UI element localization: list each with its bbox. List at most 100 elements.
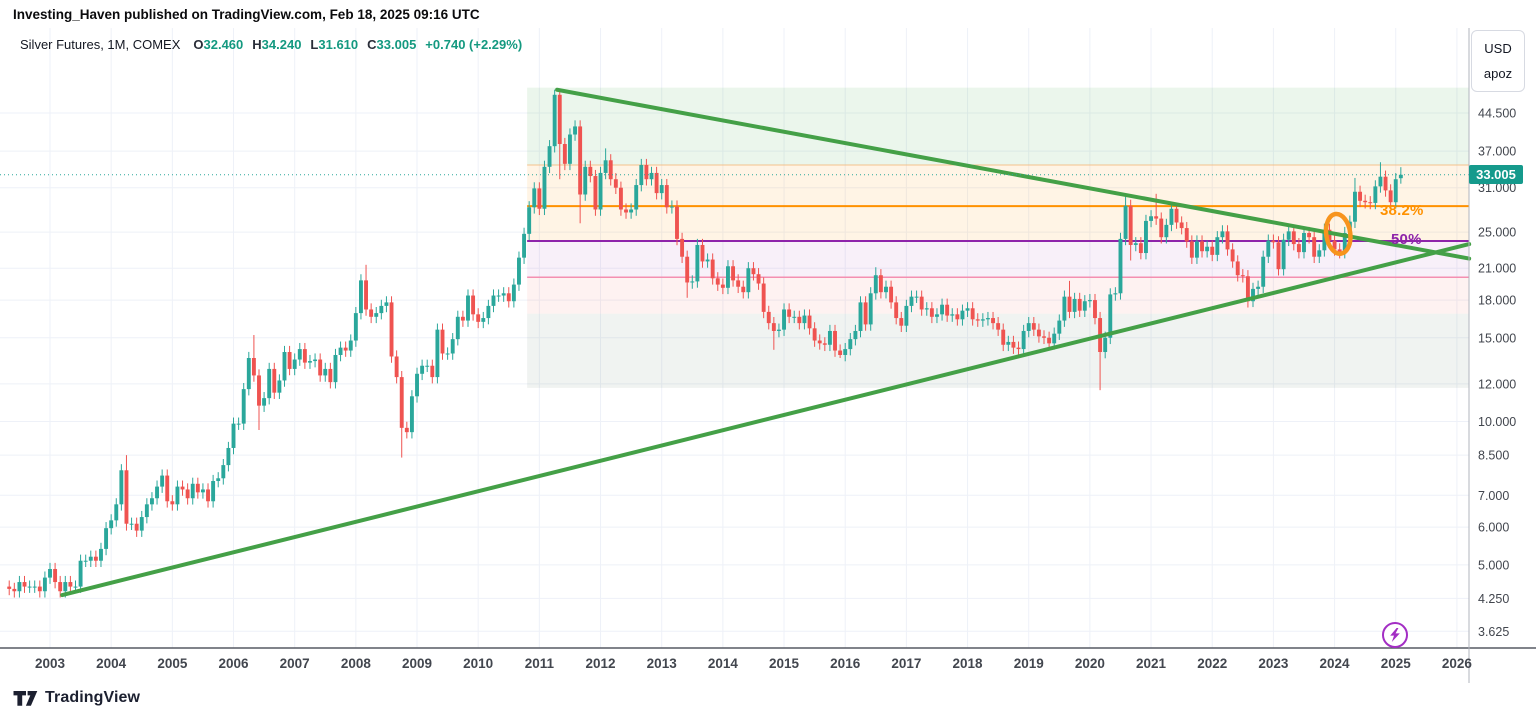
candle-body: [1113, 293, 1118, 295]
candle-body: [486, 305, 491, 319]
lightning-icon[interactable]: [1382, 622, 1408, 648]
candle-body: [353, 313, 358, 341]
trendline-ascending-support: [60, 242, 1472, 598]
candle-body: [420, 365, 425, 374]
year-label: 2020: [1075, 656, 1105, 671]
candle-body: [7, 586, 12, 589]
time-axis[interactable]: [0, 648, 1536, 684]
candle-body: [863, 302, 868, 325]
candle-body: [246, 358, 251, 390]
candle-body: [185, 489, 190, 499]
candle-body: [1154, 216, 1159, 219]
candle-body: [119, 470, 124, 505]
candle-body: [1317, 250, 1322, 257]
candle-body: [1210, 246, 1215, 255]
change-value: +0.740 (+2.29%): [425, 37, 523, 52]
candle-body: [838, 350, 843, 355]
attribution-text: Investing_Haven published on TradingView…: [13, 7, 480, 22]
candle-body: [675, 206, 679, 239]
candle-body: [282, 352, 287, 381]
candle-body: [889, 286, 894, 303]
candle-body: [1240, 275, 1245, 277]
symbol-title[interactable]: Silver Futures, 1M, COMEX: [20, 37, 181, 52]
candle-body: [736, 280, 741, 287]
candle-body: [940, 304, 945, 315]
candle-body: [1266, 240, 1271, 257]
candle-body: [165, 475, 170, 502]
candle-body: [1103, 337, 1108, 353]
candle-body: [654, 172, 659, 194]
candle-body: [1128, 205, 1133, 245]
price-axis[interactable]: [1469, 0, 1536, 648]
candle-body: [1052, 333, 1057, 344]
candle-body: [1225, 231, 1230, 250]
candle-body: [756, 274, 761, 284]
candle-body: [985, 318, 990, 320]
candle-body: [83, 560, 88, 562]
candle-body: [358, 280, 363, 314]
candle-body: [1138, 243, 1143, 254]
candle-body: [1067, 296, 1072, 312]
candle-body: [180, 486, 185, 490]
candle-body: [741, 286, 746, 293]
candle-body: [980, 319, 985, 321]
candle-body: [241, 389, 246, 424]
candle-body: [37, 586, 42, 592]
year-label: 2010: [463, 656, 493, 671]
candle-body: [415, 373, 419, 397]
tradingview-footer[interactable]: TradingView: [13, 689, 140, 707]
candle-body: [726, 266, 730, 288]
candle-body: [1179, 222, 1184, 229]
candle-body: [287, 352, 292, 369]
candle-body: [1261, 256, 1266, 287]
candle-body: [970, 308, 975, 320]
candle-body: [501, 293, 506, 296]
candle-body: [567, 134, 572, 164]
candle-body: [99, 548, 103, 561]
candle-body: [1281, 239, 1286, 270]
chart-pane[interactable]: 2003 2004 2005 2006 2007 2008 2009 2010 2011 2012…: [0, 0, 1536, 684]
candle-body: [588, 166, 593, 177]
symbol-legend: Silver Futures, 1M, COMEX O32.460 H34.24…: [20, 37, 522, 52]
fib-382-label[interactable]: 38.2%: [1380, 202, 1424, 219]
candle-body: [833, 330, 837, 351]
year-label: 2005: [157, 656, 188, 671]
candle-body: [1256, 286, 1261, 289]
candle-body: [950, 314, 955, 316]
candle-body: [975, 319, 980, 321]
candle-body: [639, 165, 644, 186]
candle-body: [557, 94, 562, 145]
candle-body: [114, 504, 119, 521]
fib-50-label[interactable]: 50%: [1391, 231, 1422, 248]
price-tick-label: 4.250: [1478, 592, 1509, 606]
candle-body: [231, 423, 236, 448]
candle-body: [1144, 220, 1148, 254]
candle-body: [139, 517, 144, 531]
candle-body: [63, 582, 68, 592]
candle-body: [552, 94, 557, 147]
candle-body: [690, 281, 695, 283]
candle-body: [766, 311, 771, 324]
candle-body: [384, 302, 389, 306]
candle-body: [955, 314, 960, 320]
candle-body: [430, 365, 435, 378]
price-tick-label: 5.000: [1478, 558, 1509, 572]
candle-body: [1057, 320, 1062, 334]
candle-body: [700, 244, 705, 262]
year-label: 2003: [35, 656, 66, 671]
fib-band: [527, 87, 1469, 166]
candle-body: [680, 238, 685, 257]
candle-body: [873, 275, 878, 294]
candle-body: [32, 586, 37, 588]
candle-body: [144, 504, 149, 518]
year-label: 2014: [708, 656, 739, 671]
candle-body: [659, 185, 664, 194]
candle-body: [573, 126, 577, 135]
candle-body: [236, 423, 241, 425]
candle-body: [792, 316, 797, 318]
candle-body: [1363, 200, 1368, 203]
lightning-bolt-glyph: [1390, 628, 1400, 642]
candle-body: [517, 257, 521, 285]
candle-body: [216, 478, 221, 482]
candle-body: [302, 349, 307, 363]
